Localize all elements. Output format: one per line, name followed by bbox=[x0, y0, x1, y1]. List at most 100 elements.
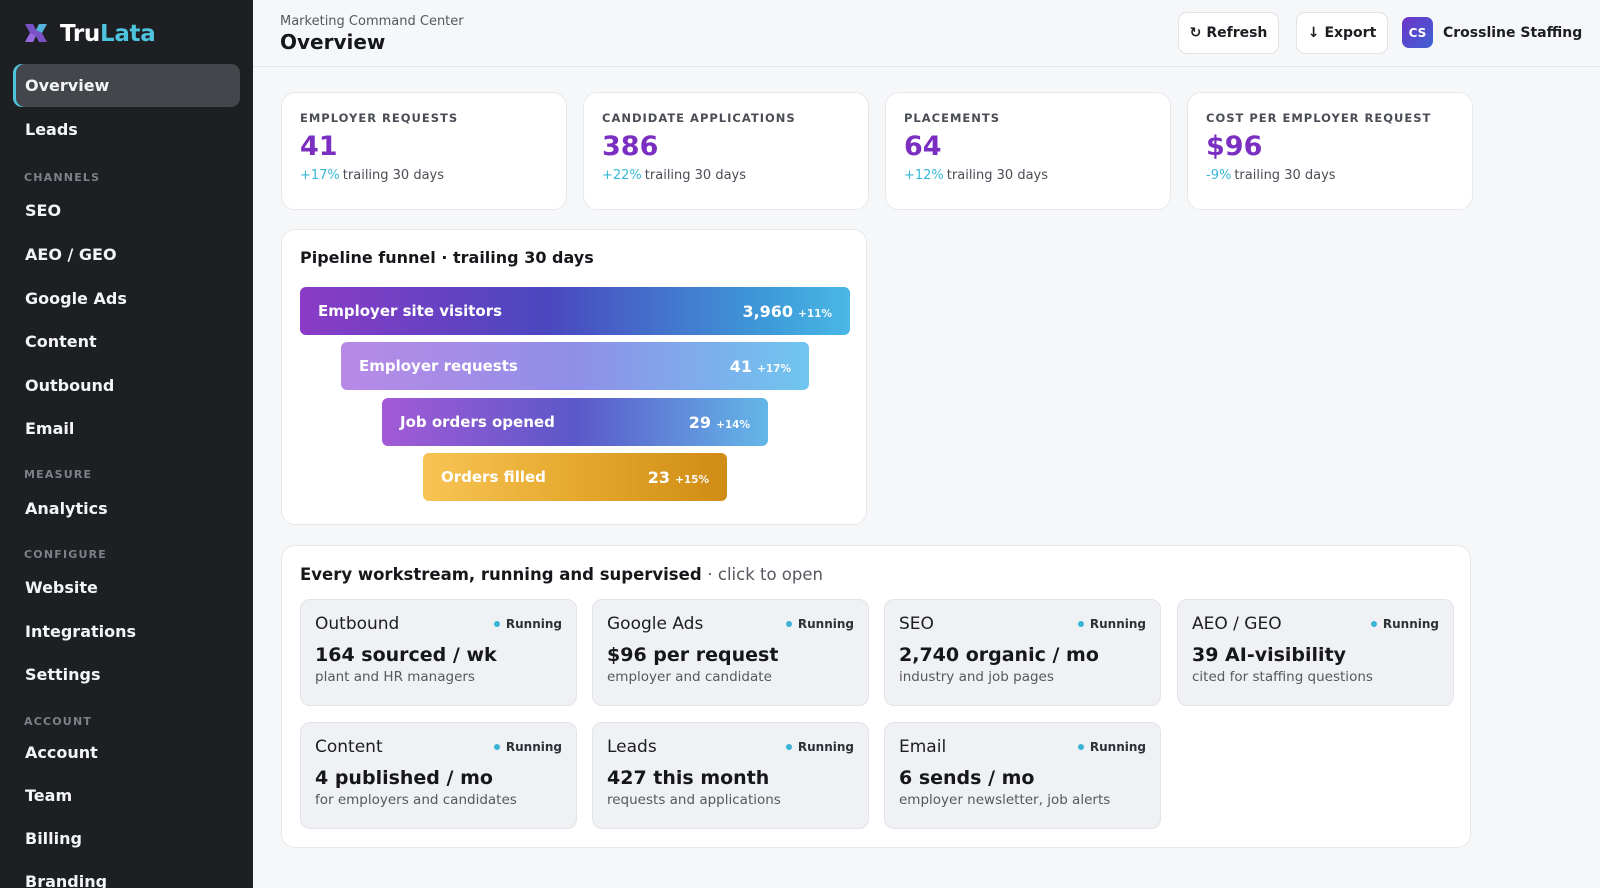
refresh-icon: ↻ bbox=[1189, 25, 1202, 41]
workstream-tile-content[interactable]: Content Running 4 published / mo for empl… bbox=[300, 722, 577, 829]
funnel-stage-value: 29 bbox=[688, 412, 712, 432]
workstream-tile-seo[interactable]: SEO Running 2,740 organic / mo industry a… bbox=[884, 599, 1161, 706]
sidebar-item-label: Analytics bbox=[25, 499, 108, 518]
kpi-trend: -9% trailing 30 days bbox=[1206, 168, 1454, 183]
kpi-card-cost-per-request: COST PER EMPLOYER REQUEST $96 -9% trailin… bbox=[1187, 92, 1473, 210]
funnel-stage-visitors: Employer site visitors 3,960 +11% bbox=[300, 287, 850, 335]
funnel-stage-delta: +11% bbox=[798, 307, 832, 320]
sidebar-item-website[interactable]: Website bbox=[13, 566, 240, 609]
funnel-stage-delta: +15% bbox=[675, 473, 709, 486]
sidebar-item-outbound[interactable]: Outbound bbox=[13, 364, 240, 407]
funnel-stage-requests: Employer requests 41 +17% bbox=[341, 342, 809, 390]
kpi-value: $96 bbox=[1206, 131, 1263, 162]
page-title: Overview bbox=[280, 30, 386, 54]
pipeline-funnel-card: Pipeline funnel · trailing 30 days Emplo… bbox=[281, 229, 867, 525]
workstreams-card: Every workstream, running and supervised… bbox=[281, 545, 1471, 848]
status-badge: Running bbox=[785, 617, 854, 631]
kpi-period: trailing 30 days bbox=[342, 168, 445, 183]
status-dot-icon bbox=[493, 621, 500, 627]
funnel-stage-label: Employer site visitors bbox=[318, 302, 503, 320]
brand-name: TruLata bbox=[60, 21, 156, 47]
kpi-label: CANDIDATE APPLICATIONS bbox=[602, 111, 796, 125]
kpi-card-placements: PLACEMENTS 64 +12% trailing 30 days bbox=[885, 92, 1171, 210]
sidebar-item-email[interactable]: Email bbox=[13, 407, 240, 450]
sidebar-item-content[interactable]: Content bbox=[13, 320, 240, 363]
kpi-period: trailing 30 days bbox=[946, 168, 1049, 183]
kpi-period: trailing 30 days bbox=[644, 168, 747, 183]
download-icon: ↓ bbox=[1307, 25, 1320, 41]
kpi-trend: +17% trailing 30 days bbox=[300, 168, 548, 183]
sidebar-item-label: Content bbox=[25, 332, 97, 351]
workstream-name: Google Ads bbox=[607, 614, 704, 634]
status-badge: Running bbox=[493, 617, 562, 631]
sidebar-item-label: Outbound bbox=[25, 376, 115, 395]
kpi-value: 41 bbox=[300, 131, 338, 162]
refresh-button[interactable]: ↻ Refresh bbox=[1178, 12, 1279, 54]
sidebar-item-settings[interactable]: Settings bbox=[13, 653, 240, 696]
sidebar-item-label: Overview bbox=[25, 76, 110, 95]
status-dot-icon bbox=[1370, 621, 1377, 627]
sidebar-item-overview[interactable]: Overview bbox=[13, 64, 240, 107]
sidebar-section-configure: CONFIGURE bbox=[24, 548, 107, 561]
sidebar-item-label: Integrations bbox=[25, 622, 137, 641]
kpi-period: trailing 30 days bbox=[1234, 168, 1336, 183]
funnel-stage-value: 23 bbox=[647, 467, 671, 487]
workstream-tile-leads[interactable]: Leads Running 427 this month requests and… bbox=[592, 722, 869, 829]
sidebar-item-aeo-geo[interactable]: AEO / GEO bbox=[13, 233, 240, 276]
sidebar-item-label: Account bbox=[25, 743, 98, 762]
sidebar-item-account[interactable]: Account bbox=[13, 731, 240, 774]
sidebar-section-account: ACCOUNT bbox=[24, 715, 93, 728]
account-switcher[interactable]: CS Crossline Staffing bbox=[1402, 17, 1582, 48]
sidebar-item-analytics[interactable]: Analytics bbox=[13, 487, 240, 530]
sidebar-item-label: Website bbox=[25, 578, 98, 597]
funnel-stage-label: Employer requests bbox=[359, 357, 518, 375]
kpi-delta: -9% bbox=[1206, 168, 1232, 183]
workstream-metric: 6 sends / mo bbox=[899, 767, 1035, 789]
sidebar-item-leads[interactable]: Leads bbox=[13, 108, 240, 151]
kpi-label: COST PER EMPLOYER REQUEST bbox=[1206, 111, 1432, 125]
funnel-stage-label: Job orders opened bbox=[400, 413, 555, 431]
sidebar-item-billing[interactable]: Billing bbox=[13, 817, 240, 860]
workstream-tile-email[interactable]: Email Running 6 sends / mo employer newsl… bbox=[884, 722, 1161, 829]
sidebar: TruLata Overview Leads CHANNELS SEO AEO … bbox=[0, 0, 253, 888]
avatar: CS bbox=[1402, 17, 1433, 48]
export-button[interactable]: ↓ Export bbox=[1296, 12, 1388, 54]
status-dot-icon bbox=[1077, 744, 1084, 750]
workstreams-title: Every workstream, running and supervised… bbox=[300, 565, 823, 584]
sidebar-item-branding[interactable]: Branding bbox=[13, 860, 240, 888]
refresh-label: Refresh bbox=[1206, 25, 1268, 41]
workstream-description: industry and job pages bbox=[899, 669, 1054, 685]
workstream-metric: 4 published / mo bbox=[315, 767, 493, 789]
account-name: Crossline Staffing bbox=[1443, 24, 1583, 41]
kpi-label: EMPLOYER REQUESTS bbox=[300, 111, 459, 125]
funnel-stage-value: 3,960 bbox=[742, 301, 794, 321]
kpi-delta: +12% bbox=[904, 168, 944, 183]
sidebar-item-seo[interactable]: SEO bbox=[13, 189, 240, 232]
workstream-tile-outbound[interactable]: Outbound Running 164 sourced / wk plant a… bbox=[300, 599, 577, 706]
sidebar-item-label: Email bbox=[25, 419, 75, 438]
sidebar-item-integrations[interactable]: Integrations bbox=[13, 610, 240, 653]
workstream-tile-aeo-geo[interactable]: AEO / GEO Running 39 AI-visibility cited … bbox=[1177, 599, 1454, 706]
brand[interactable]: TruLata bbox=[22, 20, 156, 48]
workstream-name: Leads bbox=[607, 737, 657, 757]
status-badge: Running bbox=[1077, 740, 1146, 754]
breadcrumb: Marketing Command Center bbox=[280, 14, 464, 29]
sidebar-item-google-ads[interactable]: Google Ads bbox=[13, 277, 240, 320]
workstream-metric: 164 sourced / wk bbox=[315, 644, 497, 666]
sidebar-item-label: Google Ads bbox=[25, 289, 127, 308]
workstream-description: employer newsletter, job alerts bbox=[899, 792, 1111, 808]
sidebar-item-label: Settings bbox=[25, 665, 101, 684]
kpi-trend: +12% trailing 30 days bbox=[904, 168, 1152, 183]
workstream-tile-google-ads[interactable]: Google Ads Running $96 per request employ… bbox=[592, 599, 869, 706]
status-badge: Running bbox=[785, 740, 854, 754]
workstream-description: plant and HR managers bbox=[315, 669, 475, 685]
kpi-delta: +17% bbox=[300, 168, 340, 183]
workstream-name: AEO / GEO bbox=[1192, 614, 1282, 634]
workstream-metric: 39 AI-visibility bbox=[1192, 644, 1347, 666]
status-dot-icon bbox=[1077, 621, 1084, 627]
brand-mark-icon bbox=[25, 24, 47, 42]
kpi-trend: +22% trailing 30 days bbox=[602, 168, 850, 183]
kpi-label: PLACEMENTS bbox=[904, 111, 1001, 125]
workstream-name: Content bbox=[315, 737, 383, 757]
sidebar-item-team[interactable]: Team bbox=[13, 774, 240, 817]
